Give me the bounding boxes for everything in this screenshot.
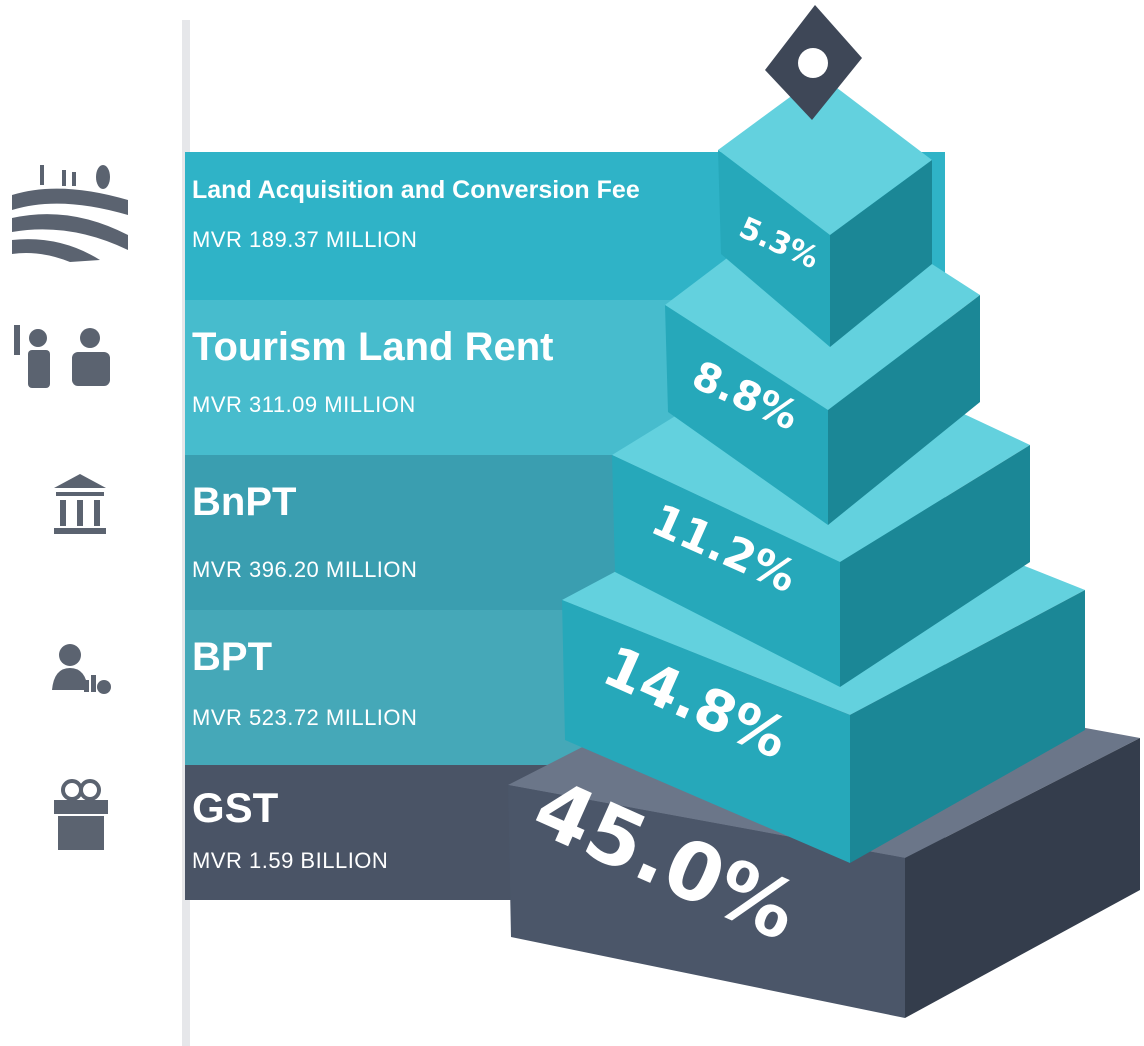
business-icon <box>52 644 111 694</box>
block-right <box>828 295 980 525</box>
tier-block: 5.3% <box>718 75 932 347</box>
pyramid: 45.0%14.8%11.2%8.8%5.3% <box>508 5 1140 1018</box>
land-icon <box>12 165 128 262</box>
block-right <box>840 445 1030 687</box>
block-right <box>850 590 1085 863</box>
tier-amount: MVR 189.37 MILLION <box>192 227 417 252</box>
block-left <box>562 600 850 863</box>
tier-amount: MVR 1.59 BILLION <box>192 848 388 873</box>
icons <box>12 165 128 850</box>
block-right <box>830 160 932 347</box>
tier-name: BPT <box>192 635 272 679</box>
block-right <box>905 738 1140 1018</box>
block-top <box>718 75 932 235</box>
tier-amount: MVR 396.20 MILLION <box>192 557 417 582</box>
tier-name: GST <box>192 784 279 831</box>
pin-icon <box>765 5 862 120</box>
tier-name: Tourism Land Rent <box>192 325 553 369</box>
block-left <box>665 305 828 525</box>
block-left <box>612 455 840 687</box>
tourist-icon <box>14 325 110 388</box>
gift-icon <box>54 779 108 850</box>
tier-amount: MVR 311.09 MILLION <box>192 392 416 417</box>
tier-name: Land Acquisition and Conversion Fee <box>192 176 640 204</box>
block-left <box>718 150 830 347</box>
tier-name: BnPT <box>192 480 296 524</box>
tier-amount: MVR 523.72 MILLION <box>192 705 417 730</box>
bank-icon <box>54 474 106 534</box>
